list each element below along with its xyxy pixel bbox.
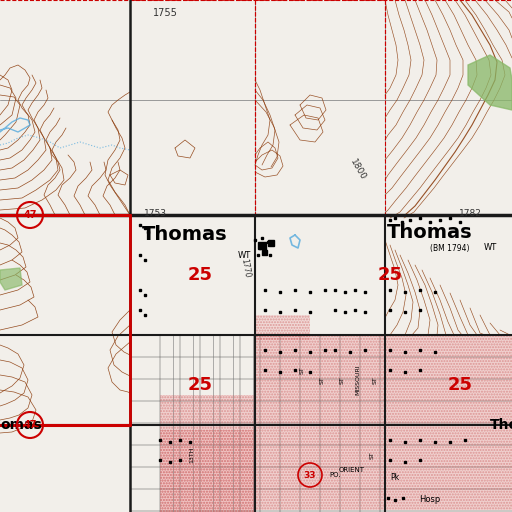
- Bar: [160, 395, 255, 512]
- Text: 33: 33: [304, 471, 316, 480]
- Bar: [255, 335, 512, 430]
- Bar: [255, 430, 512, 510]
- Text: WT: WT: [483, 244, 497, 252]
- Bar: [255, 430, 512, 510]
- Text: ST: ST: [319, 376, 325, 384]
- Bar: [255, 335, 512, 430]
- Bar: [262, 250, 267, 255]
- Text: 25: 25: [447, 376, 473, 394]
- Text: 1800: 1800: [348, 158, 368, 182]
- Text: 47: 47: [23, 210, 37, 220]
- Text: 1770: 1770: [239, 258, 251, 279]
- Text: Pk: Pk: [391, 473, 399, 481]
- Text: MISSOURI: MISSOURI: [355, 365, 360, 395]
- Polygon shape: [468, 55, 512, 110]
- Text: 25: 25: [187, 266, 212, 284]
- Text: 1755: 1755: [153, 8, 178, 18]
- Text: (BM 1794): (BM 1794): [430, 244, 470, 252]
- Text: ST: ST: [373, 376, 377, 384]
- Bar: [160, 395, 255, 512]
- Text: 1753: 1753: [143, 208, 166, 218]
- Text: 13TH: 13TH: [189, 447, 195, 463]
- Bar: [268, 240, 274, 246]
- Text: Hosp: Hosp: [419, 496, 441, 504]
- Text: omas: omas: [0, 418, 42, 432]
- Text: ST: ST: [370, 451, 374, 459]
- Text: ST: ST: [339, 376, 345, 384]
- Text: 25: 25: [377, 266, 402, 284]
- Text: Thomas: Thomas: [142, 225, 228, 245]
- Bar: [258, 242, 266, 249]
- Bar: [160, 430, 255, 512]
- Text: Thomas: Thomas: [387, 223, 473, 242]
- Text: Tho: Tho: [490, 418, 512, 432]
- Text: ST: ST: [300, 366, 305, 374]
- Text: WT: WT: [238, 251, 251, 261]
- Text: 47: 47: [23, 420, 37, 430]
- Text: 25: 25: [187, 376, 212, 394]
- Bar: [255, 315, 310, 340]
- Bar: [255, 315, 310, 340]
- Polygon shape: [0, 268, 22, 290]
- Bar: [160, 430, 255, 512]
- Text: ORIENT: ORIENT: [339, 467, 365, 473]
- Text: 1782: 1782: [459, 208, 481, 218]
- Text: PO.: PO.: [329, 472, 341, 478]
